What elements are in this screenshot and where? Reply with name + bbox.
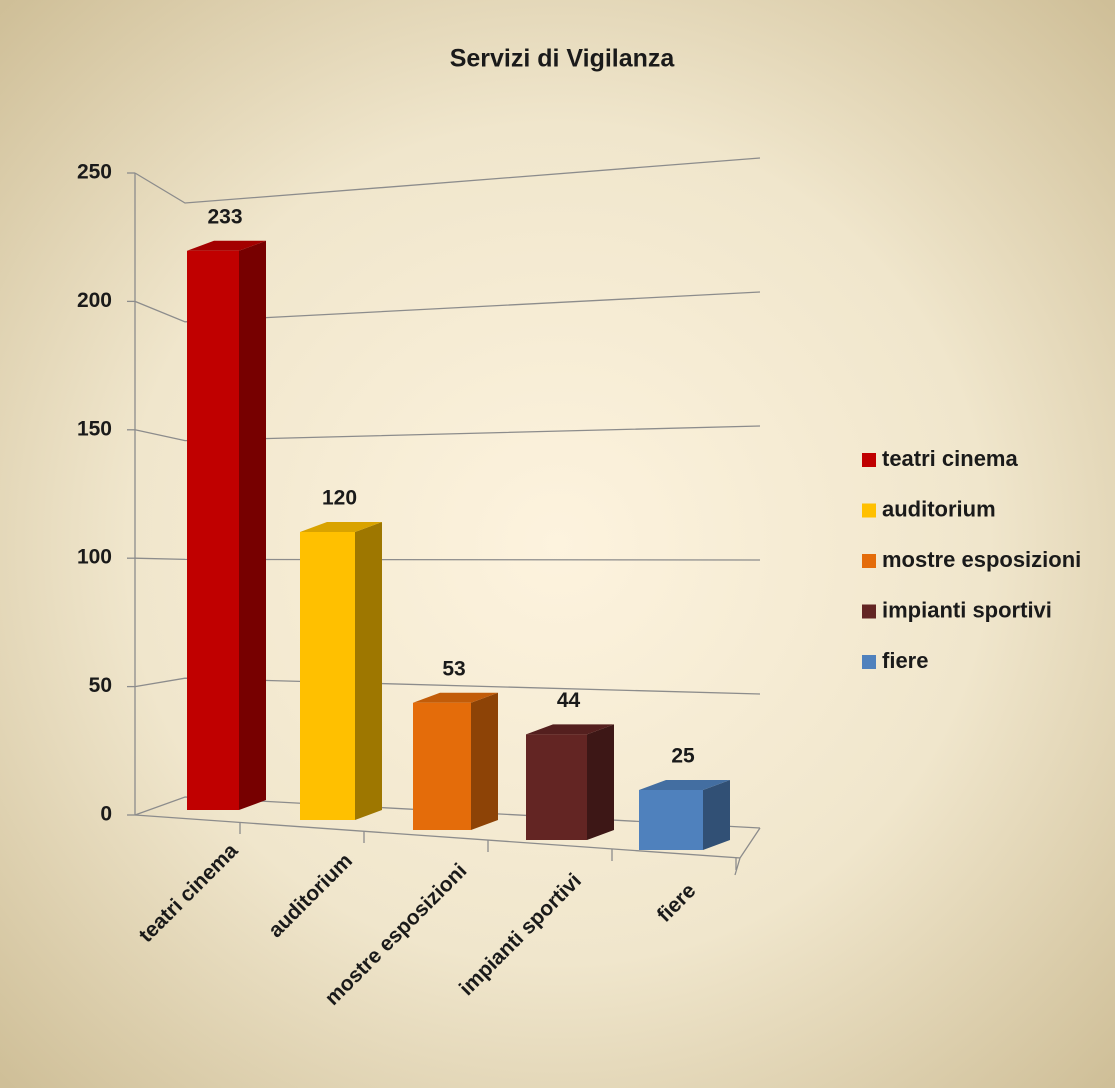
bar	[639, 780, 730, 850]
value-label: 233	[207, 205, 242, 228]
bar-top	[526, 724, 614, 735]
legend-swatch	[862, 604, 876, 619]
bar	[526, 724, 614, 840]
value-label: 120	[322, 487, 357, 510]
legend-swatch	[862, 453, 876, 467]
grid-line	[134, 557, 761, 561]
value-label: 25	[671, 745, 695, 768]
grid-line	[134, 677, 761, 695]
bar-front	[300, 532, 355, 820]
y-tick-label: 250	[77, 161, 112, 184]
legend-label: fiere	[882, 648, 928, 673]
grid-line	[134, 425, 761, 442]
bar-side	[703, 780, 730, 850]
y-tick-label: 150	[77, 417, 112, 440]
legend-swatch	[862, 503, 876, 518]
value-label: 44	[557, 689, 581, 712]
y-tick-label: 100	[77, 546, 112, 569]
value-label: 53	[442, 657, 465, 680]
bar-top	[187, 240, 266, 251]
grid-line	[134, 291, 761, 323]
bar-side	[587, 724, 614, 840]
bar-side	[355, 522, 382, 820]
legend-swatch	[862, 655, 876, 669]
legend-label: mostre esposizioni	[882, 547, 1081, 572]
bar-top	[639, 780, 730, 790]
legend-label: teatri cinema	[882, 446, 1018, 471]
y-tick-label: 0	[100, 803, 112, 826]
bar-front	[413, 702, 471, 830]
bar-top	[300, 522, 382, 532]
bar-front	[639, 790, 703, 850]
bar-front	[187, 250, 239, 811]
bar	[413, 692, 498, 830]
grid-line	[134, 157, 761, 204]
bar-side	[239, 240, 266, 811]
y-tick-label: 50	[89, 674, 112, 697]
chart-title: Servizi di Vigilanza	[450, 45, 676, 73]
legend-label: impianti sportivi	[882, 597, 1052, 622]
bar-side	[471, 692, 498, 830]
bar	[300, 522, 382, 820]
y-tick-label: 200	[77, 289, 112, 312]
legend-swatch	[862, 554, 876, 568]
bar	[187, 240, 266, 811]
bar-front	[526, 734, 587, 840]
floor-edge	[134, 814, 761, 876]
bar-top	[413, 692, 498, 703]
legend-label: auditorium	[882, 496, 996, 521]
